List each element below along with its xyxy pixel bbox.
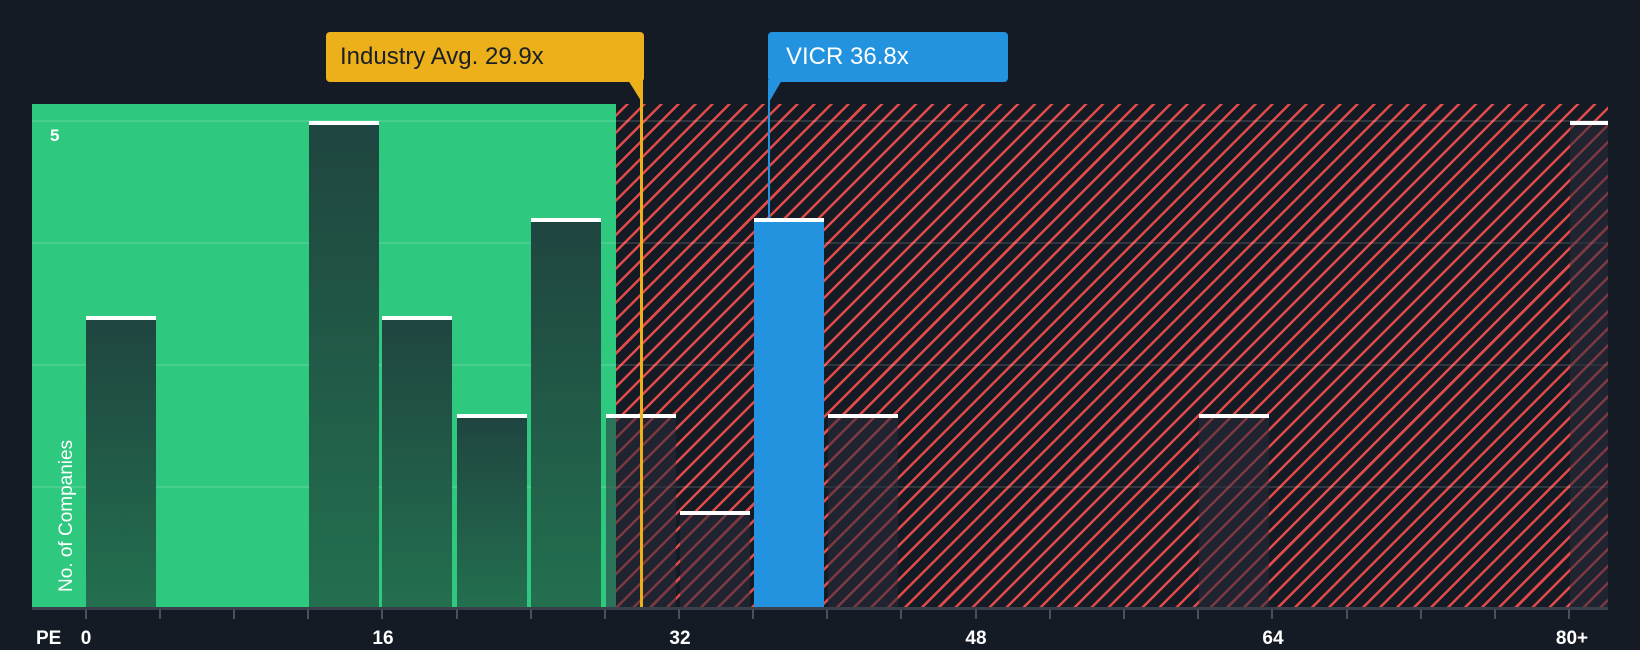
x-axis-line <box>32 607 1608 610</box>
industry-avg-callout: Industry Avg. 29.9x <box>326 32 644 82</box>
x-tick <box>1568 609 1570 619</box>
x-tick <box>1197 609 1199 619</box>
x-tick <box>1420 609 1422 619</box>
x-tick <box>975 609 977 619</box>
bar-16-20[interactable] <box>382 316 452 609</box>
x-tick <box>1123 609 1125 619</box>
x-tick <box>752 609 754 619</box>
x-tick <box>233 609 235 619</box>
x-tick <box>1494 609 1496 619</box>
x-tick-label-0: 0 <box>80 628 92 649</box>
industry-callout-pointer <box>628 80 643 104</box>
x-tick <box>85 609 87 619</box>
chart-plot-area <box>32 104 1608 609</box>
x-tick-label-16: 16 <box>372 628 394 649</box>
x-tick <box>1346 609 1348 619</box>
x-tick <box>1271 609 1273 619</box>
x-tick <box>1049 609 1051 619</box>
x-axis-prefix: PE <box>36 628 62 649</box>
x-tick <box>456 609 458 619</box>
x-tick <box>530 609 532 619</box>
company-pe-line <box>768 82 770 218</box>
x-tick <box>159 609 161 619</box>
bar-60-64[interactable] <box>1199 414 1269 609</box>
x-tick-label-32: 32 <box>669 628 691 649</box>
bar-24-28[interactable] <box>531 218 601 609</box>
bar-80-plus[interactable] <box>1570 121 1608 609</box>
industry-avg-line <box>640 82 643 609</box>
bar-40-44[interactable] <box>828 414 898 609</box>
x-tick-label-64: 64 <box>1262 628 1284 649</box>
x-tick <box>307 609 309 619</box>
x-tick <box>381 609 383 619</box>
bar-36-40-vicr[interactable] <box>754 218 824 609</box>
bar-20-24[interactable] <box>457 414 527 609</box>
gridline <box>32 120 1608 122</box>
x-tick <box>826 609 828 619</box>
bar-0-4[interactable] <box>86 316 156 609</box>
bar-12-16[interactable] <box>309 121 379 609</box>
x-tick-label-80-plus: 80+ <box>1555 628 1589 649</box>
company-pe-callout: VICR 36.8x <box>768 32 1008 82</box>
company-callout-pointer <box>768 80 782 104</box>
x-tick <box>678 609 680 619</box>
x-tick-label-48: 48 <box>965 628 987 649</box>
bar-32-36[interactable] <box>680 511 750 609</box>
industry-avg-label: Industry Avg. 29.9x <box>340 43 544 70</box>
y-axis-title: No. of Companies <box>56 439 77 592</box>
x-tick <box>900 609 902 619</box>
company-pe-label: VICR 36.8x <box>786 43 909 70</box>
x-tick <box>604 609 606 619</box>
y-tick-label-5: 5 <box>50 126 60 145</box>
